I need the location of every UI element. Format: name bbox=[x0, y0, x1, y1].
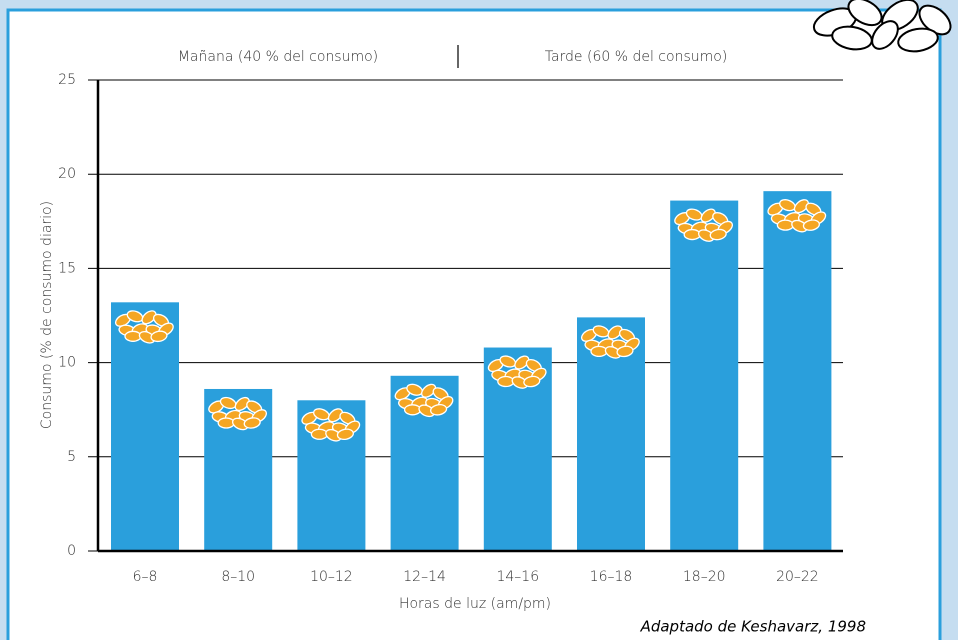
seed-icon bbox=[767, 199, 827, 233]
seed-icon bbox=[301, 408, 361, 442]
seed bbox=[336, 428, 354, 441]
seed bbox=[421, 383, 437, 398]
seed bbox=[430, 404, 448, 416]
seed-icon bbox=[394, 383, 454, 418]
corner-decoration bbox=[812, 0, 952, 53]
seed bbox=[700, 208, 716, 223]
y-tick-label: 0 bbox=[67, 543, 76, 559]
seed bbox=[523, 375, 541, 388]
y-tick-label: 5 bbox=[67, 449, 76, 465]
seed bbox=[590, 345, 608, 358]
seed-icon bbox=[580, 325, 640, 359]
x-tick-label: 20–22 bbox=[776, 569, 819, 585]
x-tick-label: 18–20 bbox=[683, 569, 726, 585]
seed bbox=[607, 325, 623, 340]
x-axis-title: Horas de luz (am/pm) bbox=[399, 596, 551, 612]
bar bbox=[763, 191, 832, 551]
x-tick-label: 14–16 bbox=[496, 569, 539, 585]
seed bbox=[234, 396, 250, 412]
seed-icon bbox=[487, 355, 547, 389]
seed bbox=[403, 404, 422, 416]
afternoon-label: Tarde (60 % del consumo) bbox=[545, 49, 728, 65]
seed bbox=[793, 199, 809, 214]
seed bbox=[327, 408, 343, 423]
seed-icon bbox=[208, 396, 268, 431]
source: Adaptado de Keshavarz, 1998 bbox=[640, 618, 866, 636]
seed bbox=[124, 330, 142, 342]
bar bbox=[670, 200, 739, 552]
y-tick-label: 15 bbox=[58, 260, 76, 276]
seed bbox=[709, 228, 727, 241]
x-tick-label: 12–14 bbox=[403, 569, 446, 585]
seed bbox=[683, 228, 701, 241]
bar bbox=[111, 302, 179, 551]
seed bbox=[497, 375, 515, 388]
seed bbox=[150, 330, 168, 343]
seed-icon bbox=[114, 310, 174, 344]
y-tick-label: 10 bbox=[58, 355, 76, 371]
seed bbox=[616, 345, 634, 358]
seed bbox=[514, 355, 530, 370]
seed bbox=[310, 428, 329, 440]
seed bbox=[217, 417, 235, 429]
x-tick-label: 8–10 bbox=[221, 569, 255, 585]
x-tick-label: 10–12 bbox=[310, 569, 353, 585]
seed bbox=[776, 219, 795, 231]
morning-label: Mañana (40 % del consumo) bbox=[178, 49, 378, 65]
x-tick-label: 6–8 bbox=[133, 569, 158, 585]
y-tick-label: 25 bbox=[58, 72, 76, 88]
y-tick-label: 20 bbox=[58, 166, 76, 182]
y-axis-title: Consumo (% de consumo diario) bbox=[39, 201, 55, 429]
seed bbox=[243, 417, 261, 429]
x-tick-label: 16–18 bbox=[590, 569, 633, 585]
seed bbox=[141, 310, 157, 325]
seed bbox=[802, 219, 820, 231]
seed-icon bbox=[674, 208, 734, 242]
